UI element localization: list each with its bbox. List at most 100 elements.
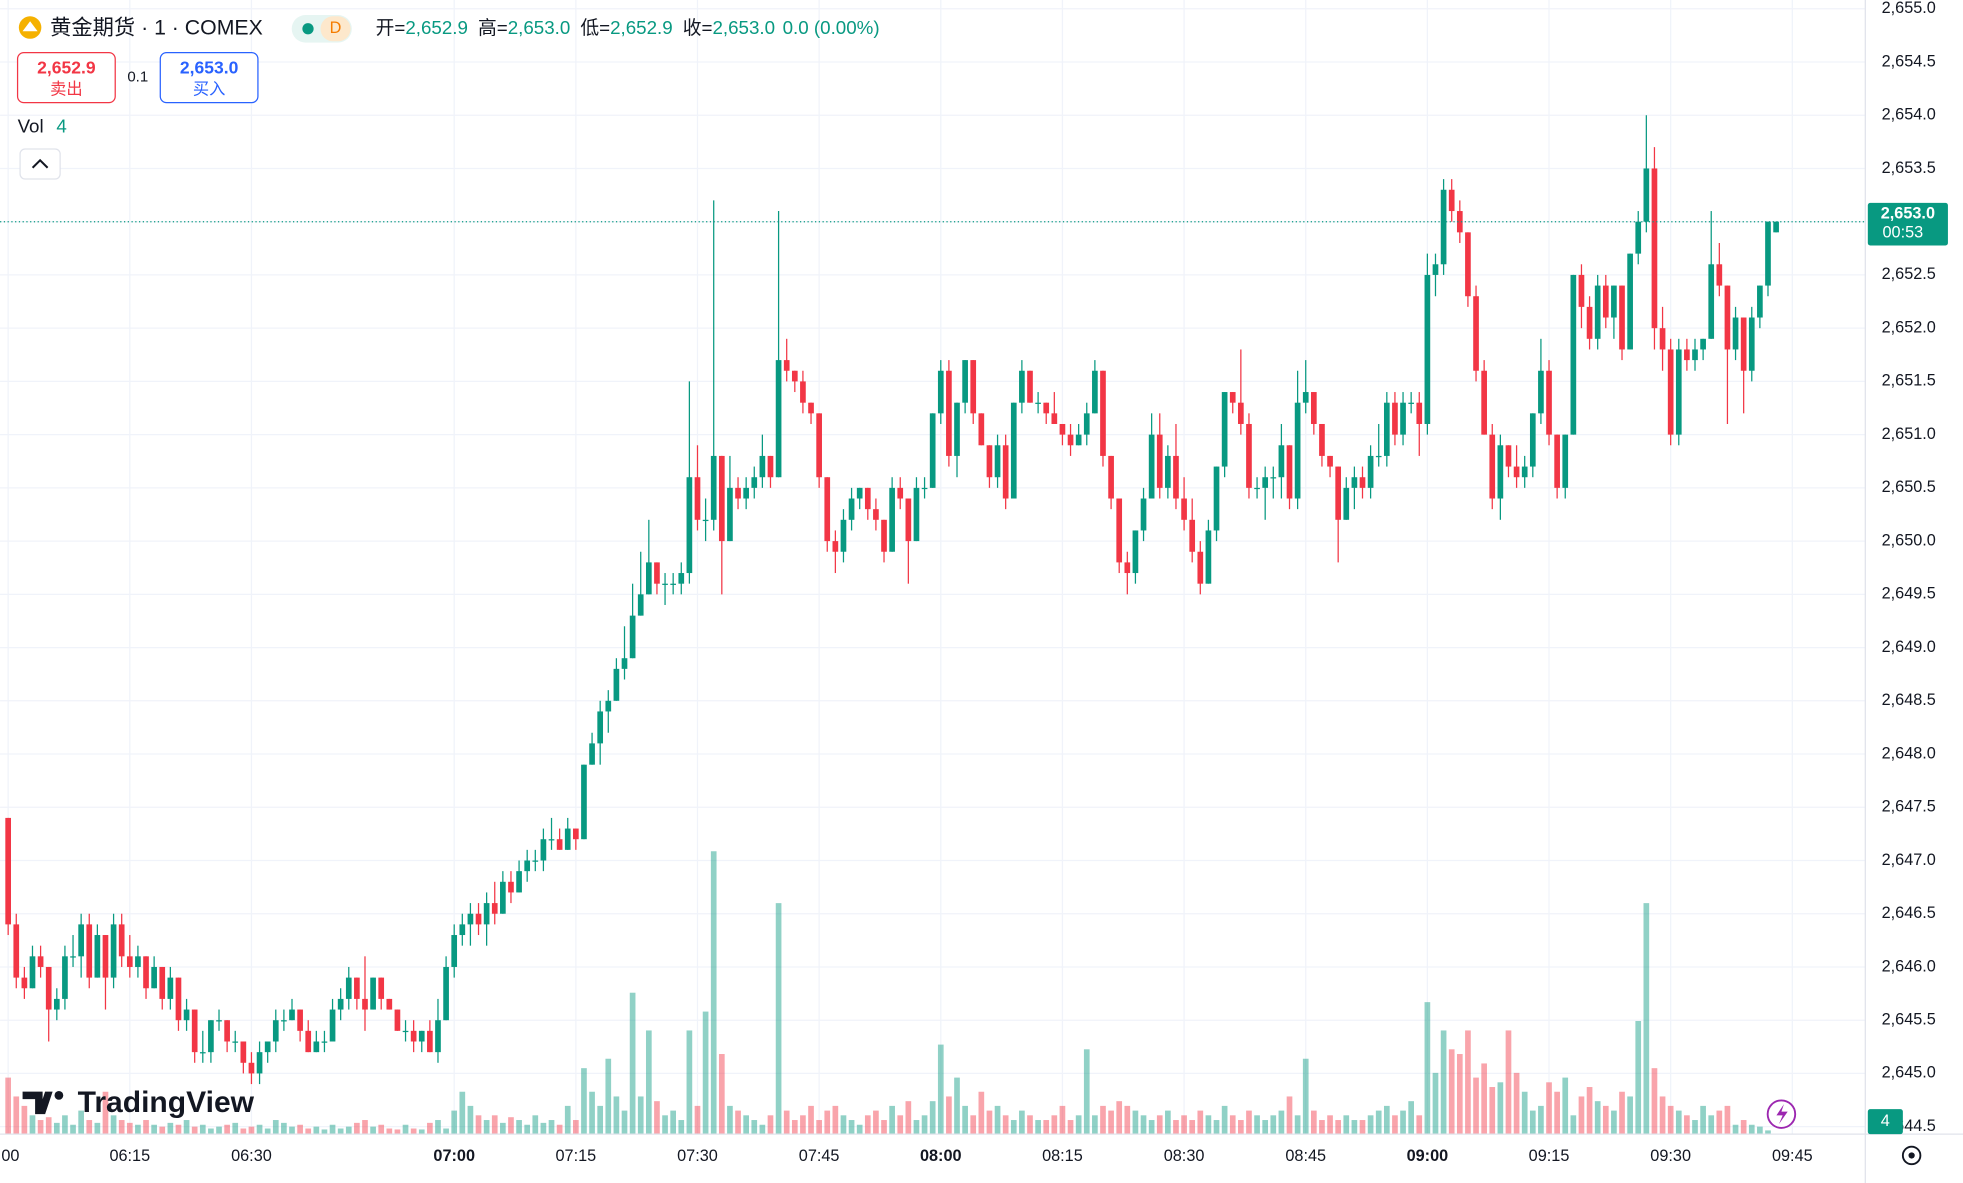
candle-body — [78, 924, 84, 957]
y-tick-label: 2,654.0 — [1882, 106, 1936, 124]
candle-body — [62, 956, 68, 999]
volume-bar — [1651, 1068, 1658, 1135]
candle-body — [548, 839, 555, 841]
volume-bar — [427, 1122, 433, 1135]
badge[interactable]: D — [330, 19, 342, 37]
candle-body — [483, 903, 490, 925]
volume-bar — [1732, 1124, 1739, 1135]
buy-button[interactable] — [159, 51, 259, 104]
ohlc-label: 开= — [376, 17, 406, 38]
x-tick-label: 08:00 — [920, 1147, 962, 1165]
volume-bar — [1602, 1105, 1609, 1135]
volume-bar — [94, 1122, 101, 1135]
badge-bg — [320, 16, 351, 42]
volume-bar — [410, 1128, 417, 1135]
y-tick-label: 2,645.5 — [1882, 1010, 1936, 1028]
volume-bar — [216, 1126, 222, 1135]
x-tick-label: 09:00 — [1407, 1147, 1449, 1165]
volume-bar — [394, 1129, 401, 1135]
x-tick-label: 09:30 — [1650, 1147, 1691, 1165]
y-tick-label: 2,651.5 — [1882, 372, 1936, 390]
volume-bar — [629, 992, 636, 1135]
volume-bar — [143, 1120, 149, 1135]
candle-body — [337, 998, 344, 1010]
candle-body — [110, 924, 117, 978]
candle-body — [573, 828, 579, 840]
candle-body — [354, 977, 360, 999]
volume-bar — [370, 1126, 376, 1135]
volume-bar — [743, 1115, 749, 1135]
volume-bar — [783, 1110, 790, 1135]
candle-body — [832, 541, 839, 552]
candle-body — [370, 977, 376, 1010]
y-tick-label: 2,645.0 — [1882, 1064, 1936, 1082]
candle-body — [581, 764, 587, 840]
y-tick-label: 2,654.5 — [1882, 52, 1936, 70]
candle-body — [1635, 221, 1642, 254]
volume-bar — [1116, 1101, 1123, 1135]
volume-bar — [1165, 1110, 1171, 1135]
candle-body — [297, 1009, 303, 1031]
candle-body — [589, 743, 595, 765]
candle-body — [1343, 487, 1350, 520]
volume-bar — [297, 1124, 303, 1135]
volume-bar — [670, 1110, 677, 1135]
candle-body — [94, 935, 101, 978]
sell-button[interactable] — [16, 51, 116, 104]
candle-body — [13, 924, 20, 978]
candle-body — [37, 956, 44, 967]
volume-bar — [524, 1124, 531, 1135]
candle-body — [1724, 285, 1731, 350]
candle-body — [475, 913, 482, 925]
volume-bar — [1546, 1082, 1552, 1135]
candle-body — [1059, 423, 1066, 435]
y-tick-label: 2,646.0 — [1882, 957, 1936, 975]
candle-body — [313, 1041, 320, 1053]
candle-body — [102, 935, 109, 978]
volume-bar — [70, 1124, 76, 1135]
candle-body — [694, 477, 701, 520]
volume-bar — [451, 1110, 458, 1135]
candle-body — [718, 455, 725, 542]
x-tick-label: 08:30 — [1164, 1147, 1205, 1165]
symbol-title[interactable]: 黄金期货 · 1 · COMEX — [50, 15, 263, 39]
candle-body — [1148, 434, 1155, 499]
volume-bar — [86, 1120, 93, 1135]
candle-body — [564, 828, 571, 850]
settings-button[interactable] — [1901, 1145, 1922, 1166]
candle-body — [1311, 392, 1317, 424]
volume-bar — [532, 1115, 539, 1135]
candle-body — [881, 519, 887, 552]
candle-body — [1351, 477, 1358, 488]
volume-bar — [183, 1120, 190, 1135]
candle-body — [946, 370, 952, 456]
volume-bar — [889, 1105, 895, 1135]
candle-body — [1757, 285, 1763, 318]
volume-bar — [1505, 1030, 1512, 1135]
volume-title: Vol — [18, 116, 44, 137]
volume-bar — [1473, 1077, 1479, 1135]
ohlc-value: 2,652.9 — [610, 17, 673, 38]
candle-body — [1497, 445, 1504, 499]
collapse-button[interactable] — [19, 148, 61, 180]
volume-bar — [913, 1120, 920, 1135]
candle-body — [208, 1020, 214, 1053]
candle-body — [662, 583, 668, 585]
volume-bar — [1667, 1105, 1674, 1135]
candle-body — [1529, 413, 1536, 467]
volume-bar — [1311, 1110, 1317, 1135]
volume-bar — [1059, 1105, 1066, 1135]
volume-bar — [735, 1110, 741, 1135]
candle-body — [272, 1020, 279, 1042]
candle-body — [1262, 477, 1269, 488]
candle-body — [1019, 370, 1025, 403]
volume-bar — [1075, 1115, 1082, 1135]
volume-bar — [864, 1115, 871, 1135]
candle-body — [1238, 402, 1244, 424]
volume-bar — [418, 1129, 425, 1135]
last-price-label: 2,653.0 — [1881, 204, 1935, 222]
volume-bar — [1302, 1058, 1309, 1135]
volume-bar — [483, 1120, 490, 1135]
candle-body — [1594, 285, 1601, 339]
candle-body — [1156, 434, 1163, 488]
